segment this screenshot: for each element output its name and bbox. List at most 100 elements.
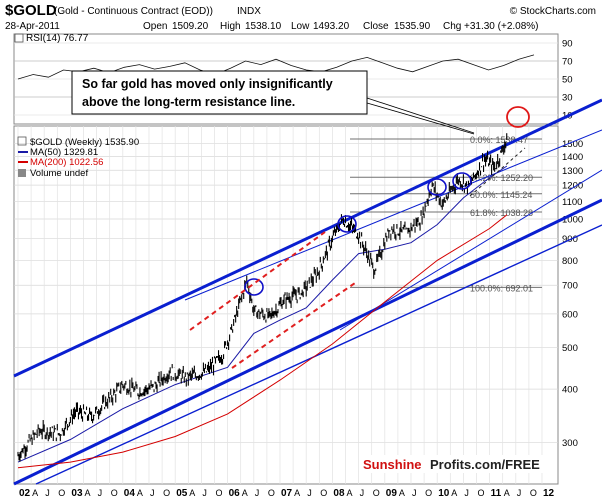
rsi-tick-label: 90	[562, 39, 573, 50]
x-tick-label: A	[347, 488, 353, 498]
ma50-line	[17, 165, 508, 463]
x-tick-label: J	[202, 488, 207, 498]
fib-level-label: 50.0%: 1145.24	[470, 190, 532, 200]
x-tick-label: 08	[333, 488, 345, 499]
highlight-circle-blue	[452, 172, 472, 190]
dashed-trend-line	[231, 282, 356, 369]
ma200-line	[17, 214, 508, 469]
x-tick-label: 06	[229, 488, 241, 499]
chart-description: (Gold - Continuous Contract (EOD))	[54, 6, 213, 17]
price-bars	[17, 133, 508, 462]
y-tick-label: 1400	[562, 152, 583, 163]
rsi-checkbox-icon	[14, 33, 24, 43]
fib-level-label: 61.8%: 1038.28	[470, 208, 533, 218]
watermark-bg	[361, 455, 543, 473]
legend: $GOLD (Weekly) 1535.90 MA(50) 1329.81 MA…	[17, 136, 139, 179]
x-axis: 02 A J O 03 A J O 04 A J O 05 A J O 06 A J O 07 A J O 08 A J O 09 A J O…	[19, 488, 555, 499]
low-value: 1493.20	[313, 21, 350, 32]
channel-line	[184, 129, 602, 301]
y-tick-label: 500	[562, 343, 578, 354]
chart-exchange: INDX	[237, 6, 261, 17]
x-tick-label: 02	[19, 488, 31, 499]
x-tick-label: O	[163, 488, 170, 498]
annotation-pointer-2	[366, 102, 475, 135]
rsi-tick-label: 30	[562, 93, 573, 104]
x-tick-label: A	[32, 488, 38, 498]
y-tick-label: 1300	[562, 166, 583, 177]
highlight-circle-red	[506, 106, 530, 128]
y-tick-label: 400	[562, 385, 578, 396]
x-tick-label: J	[255, 488, 259, 498]
y-tick-label: 800	[562, 256, 578, 267]
channel-line	[13, 198, 602, 486]
chart-symbol: $GOLD	[5, 2, 57, 19]
x-tick-label: O	[58, 488, 65, 498]
x-tick-label: J	[464, 488, 469, 498]
y-tick-label: 700	[562, 281, 578, 292]
x-tick-label: 04	[124, 488, 136, 499]
x-tick-label: 07	[281, 488, 293, 499]
x-tick-label: O	[268, 488, 275, 498]
x-tick-label: J	[98, 488, 103, 498]
highlight-circle-blue	[337, 215, 357, 233]
chg-label: Chg	[443, 21, 461, 32]
x-tick-label: J	[45, 488, 50, 498]
watermark-brand-1: Sunshine	[363, 457, 422, 472]
annotation-box	[71, 70, 368, 115]
x-tick-label: A	[189, 488, 195, 498]
y-tick-label: 600	[562, 309, 578, 320]
x-tick-label: O	[320, 488, 327, 498]
low-label: Low	[291, 21, 310, 32]
annotation-pointer	[366, 97, 475, 134]
annotation-line-1: So far gold has moved only insignificant…	[82, 77, 333, 91]
x-tick-label: A	[242, 488, 248, 498]
rsi-tick-label: 70	[562, 57, 573, 68]
x-tick-label: 09	[386, 488, 398, 499]
y-tick-label: 1500	[562, 139, 583, 150]
high-label: High	[220, 21, 241, 32]
dashed-trend-line	[189, 231, 326, 331]
y-axis: 3004005006007008009001000110012001300140…	[562, 139, 583, 449]
x-tick-label: J	[150, 488, 155, 498]
x-tick-label: O	[478, 488, 485, 498]
channel-line	[35, 224, 602, 485]
x-tick-label: 03	[71, 488, 83, 499]
y-tick-label: 1100	[562, 197, 582, 208]
x-tick-label: A	[137, 488, 143, 498]
x-tick-label: J	[517, 488, 522, 498]
price-panel	[13, 125, 559, 485]
x-tick-label: A	[504, 488, 510, 498]
x-tick-label: A	[85, 488, 91, 498]
close-value: 1535.90	[394, 21, 431, 32]
gold-checkbox-icon	[17, 136, 27, 146]
legend-gold: $GOLD (Weekly) 1535.90	[30, 137, 139, 148]
highlight-circle-blue	[244, 278, 264, 296]
x-tick-label: 11	[491, 488, 502, 499]
chg-value: +31.30 (+2.08%)	[464, 21, 539, 32]
x-tick-label: 05	[176, 488, 188, 499]
fib-level-label: 100.0%: 692.01	[470, 283, 533, 293]
x-tick-label: J	[307, 488, 312, 498]
fib-level-label: 38.2%: 1252.20	[470, 173, 533, 183]
high-value: 1538.10	[245, 21, 282, 32]
legend-volume: Volume undef	[30, 168, 88, 179]
y-tick-label: 300	[562, 438, 578, 449]
x-tick-label: O	[425, 488, 432, 498]
y-tick-label: 1200	[562, 181, 583, 192]
open-value: 1509.20	[172, 21, 209, 32]
rsi-tick-label: 50	[562, 75, 573, 86]
x-tick-label: O	[530, 488, 537, 498]
x-tick-label: J	[412, 488, 417, 498]
x-tick-label: 10	[438, 488, 450, 499]
x-tick-label: O	[111, 488, 118, 498]
x-tick-label: A	[399, 488, 405, 498]
x-tick-label: 12	[543, 488, 555, 499]
x-tick-label: A	[451, 488, 457, 498]
legend-ma200: MA(200) 1022.56	[30, 157, 103, 168]
x-tick-label: A	[294, 488, 300, 498]
chart-date: 28-Apr-2011	[5, 21, 60, 32]
x-tick-label: J	[360, 488, 365, 498]
annotation-line-2: above the long-term resistance line.	[82, 95, 295, 109]
